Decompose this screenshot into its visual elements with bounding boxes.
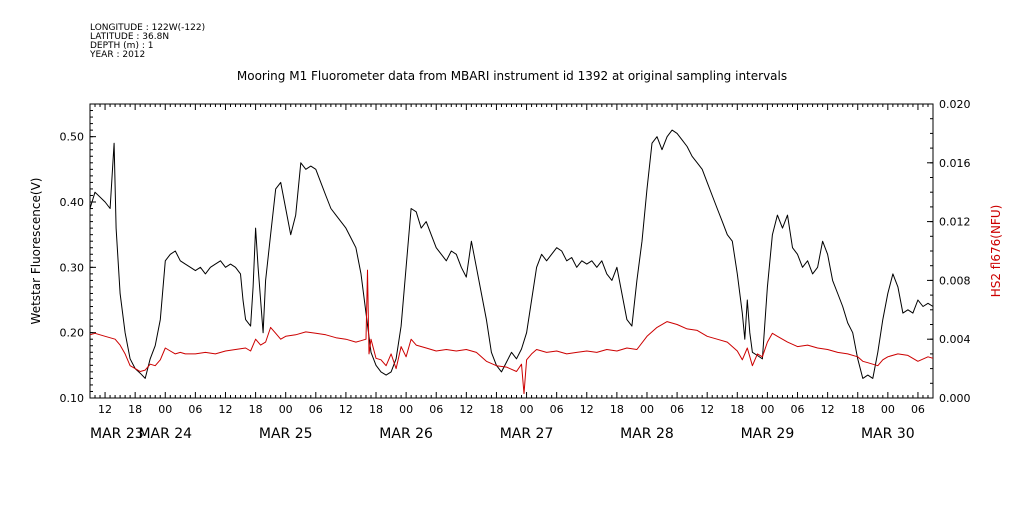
x-hour-tick-label: 06 xyxy=(911,403,925,416)
x-hour-tick-label: 18 xyxy=(369,403,383,416)
x-hour-tick-label: 06 xyxy=(670,403,684,416)
meta-depth: DEPTH (m) : 1 xyxy=(90,41,153,51)
wetstar-fluorescence-series-line xyxy=(89,129,934,379)
x-hour-tick-label: 06 xyxy=(791,403,805,416)
metadata-block: LONGITUDE : 122W(-122) LATITUDE : 36.8N … xyxy=(89,23,205,60)
x-day-label: MAR 24 xyxy=(138,426,192,442)
x-hour-tick-label: 12 xyxy=(821,403,835,416)
series-layer xyxy=(89,129,934,395)
y-tick-label: 0.50 xyxy=(60,131,85,144)
x-hour-tick-label: 18 xyxy=(851,403,865,416)
x-hour-tick-label: 12 xyxy=(218,403,232,416)
x-hour-tick-label: 00 xyxy=(520,403,534,416)
x-hour-tick-label: 18 xyxy=(610,403,624,416)
y2-tick-label: 0.000 xyxy=(939,392,971,405)
y-tick-label: 0.40 xyxy=(60,196,85,209)
x-hour-tick-label: 00 xyxy=(399,403,413,416)
x-hour-tick-label: 18 xyxy=(730,403,744,416)
y-axis-label: Wetstar Fluorescence(V) xyxy=(29,178,43,325)
x-day-label: MAR 28 xyxy=(620,426,674,442)
y2-tick-label: 0.016 xyxy=(939,157,971,170)
x-hour-tick-label: 12 xyxy=(700,403,714,416)
y-tick-label: 0.10 xyxy=(60,392,85,405)
y-tick-label: 0.30 xyxy=(60,261,85,274)
x-hour-tick-label: 18 xyxy=(249,403,263,416)
x-hour-tick-label: 00 xyxy=(760,403,774,416)
x-hour-tick-label: 06 xyxy=(550,403,564,416)
x-hour-tick-label: 12 xyxy=(339,403,353,416)
meta-latitude: LATITUDE : 36.8N xyxy=(90,32,169,42)
x-hour-tick-label: 18 xyxy=(489,403,503,416)
x-day-label: MAR 23 xyxy=(90,426,144,442)
x-hour-tick-label: 06 xyxy=(309,403,323,416)
x-day-label: MAR 27 xyxy=(500,426,554,442)
y2-tick-label: 0.008 xyxy=(939,274,971,287)
x-hour-tick-label: 06 xyxy=(429,403,443,416)
x-hour-tick-label: 00 xyxy=(640,403,654,416)
x-hour-tick-label: 12 xyxy=(580,403,594,416)
x-day-label: MAR 26 xyxy=(379,426,433,442)
axis-ticks xyxy=(89,103,934,399)
tick-labels: 12 18 00 06 12 18 00 06 12 18 00 06 12 18 00 06 12 18 00 06… xyxy=(60,98,971,442)
y2-tick-label: 0.004 xyxy=(939,333,971,346)
x-hour-tick-label: 00 xyxy=(279,403,293,416)
y2-tick-label: 0.012 xyxy=(939,216,971,229)
x-hour-tick-label: 12 xyxy=(98,403,112,416)
x-day-label: MAR 25 xyxy=(259,426,313,442)
meta-year: YEAR : 2012 xyxy=(89,50,145,60)
x-hour-tick-label: 00 xyxy=(881,403,895,416)
meta-longitude: LONGITUDE : 122W(-122) xyxy=(90,23,205,33)
x-day-label: MAR 29 xyxy=(741,426,795,442)
x-hour-tick-label: 12 xyxy=(459,403,473,416)
x-hour-tick-label: 18 xyxy=(128,403,142,416)
y-tick-label: 0.20 xyxy=(60,327,85,340)
x-day-label: MAR 30 xyxy=(861,426,915,442)
chart-title: Mooring M1 Fluorometer data from MBARI i… xyxy=(237,69,787,83)
x-hour-tick-label: 00 xyxy=(158,403,172,416)
hs2-fl676-series-line xyxy=(89,269,934,395)
x-hour-tick-label: 06 xyxy=(188,403,202,416)
y2-tick-label: 0.020 xyxy=(939,98,971,111)
y2-axis-label: HS2 fl676(NFU) xyxy=(989,205,1003,298)
